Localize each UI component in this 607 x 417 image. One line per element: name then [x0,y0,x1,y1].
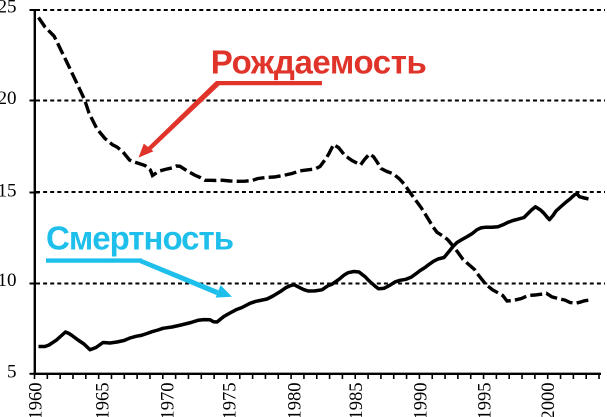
svg-text:25: 25 [0,0,17,18]
svg-text:Смертность: Смертность [46,220,234,257]
svg-text:1960: 1960 [26,382,47,417]
svg-text:1985: 1985 [346,382,367,417]
svg-text:1970: 1970 [158,382,179,417]
svg-text:1965: 1965 [93,382,114,417]
svg-text:1980: 1980 [285,382,306,417]
svg-text:1975: 1975 [220,382,241,417]
svg-text:20: 20 [0,88,17,109]
svg-text:10: 10 [0,270,17,291]
svg-text:1995: 1995 [474,382,495,417]
svg-text:Рождаемость: Рождаемость [211,44,427,81]
svg-text:15: 15 [0,180,17,201]
svg-text:1990: 1990 [411,382,432,417]
svg-text:5: 5 [7,361,17,382]
svg-text:2000: 2000 [538,382,559,417]
